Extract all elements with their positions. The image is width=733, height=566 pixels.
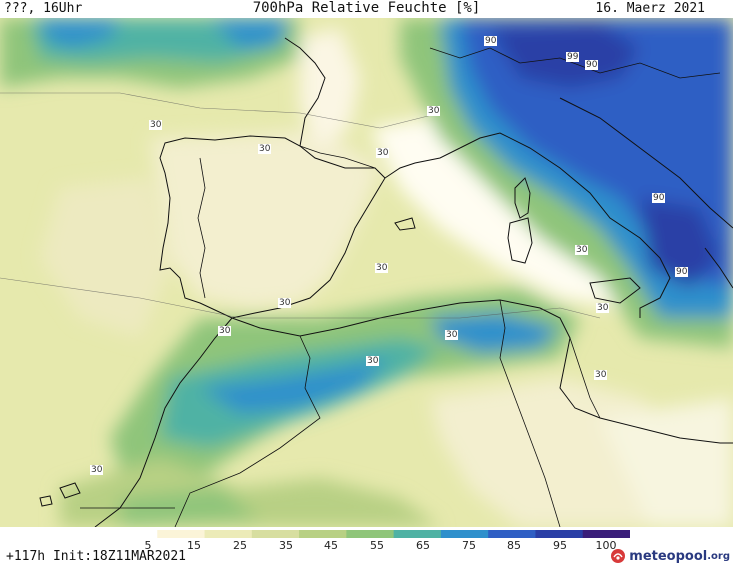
- colorbar-swatch: [299, 530, 347, 538]
- coastline-sicily: [589, 277, 641, 304]
- colorbar-swatch: [535, 530, 584, 538]
- coastline-morocco-atlantic: [94, 317, 233, 527]
- border-alps: [429, 47, 721, 79]
- colorbar-tick-label: 35: [279, 539, 293, 552]
- colorbar-swatch: [204, 530, 253, 538]
- coastline-greece: [704, 247, 733, 289]
- border-morocco-algeria: [174, 335, 321, 527]
- contour-value-label: 30: [575, 245, 589, 255]
- colorbar-tick-label: 25: [233, 539, 247, 552]
- contour-value-label: 30: [376, 148, 390, 158]
- contour-value-label: 30: [427, 106, 441, 116]
- moist-zone-atlas-south: [120, 488, 260, 527]
- very-wet-band-morocco: [200, 358, 390, 413]
- colorbar-swatch: [157, 530, 206, 538]
- coastline-adriatic: [559, 97, 733, 229]
- meteopool-logo: meteopool .org: [610, 546, 730, 566]
- coastline-canaries: [39, 482, 81, 507]
- dry-zone-iberia: [150, 128, 380, 308]
- contour-value-label: 99: [566, 52, 580, 62]
- coastline-sardinia: [507, 217, 533, 264]
- contour-lines: [0, 92, 601, 319]
- colorbar-tick-label: 15: [187, 539, 201, 552]
- coastline-north-africa: [231, 299, 733, 444]
- forecast-date: 16. Maerz 2021: [595, 1, 705, 16]
- humidity-fields: [0, 18, 733, 527]
- colorbar-swatch: [582, 530, 630, 538]
- dry-zone-france: [300, 28, 360, 148]
- coastline-italy: [459, 132, 671, 318]
- wet-band-tunisia: [430, 313, 560, 353]
- contour-value-label: 90: [652, 193, 666, 203]
- contour-value-label: 30: [366, 356, 380, 366]
- dry-zone-mediterranean: [370, 118, 640, 308]
- coastline-france-west: [284, 37, 326, 147]
- contour-value-label: 30: [375, 263, 389, 273]
- colorbar-tick-label: 65: [416, 539, 430, 552]
- colorbar-tick-label: 75: [462, 539, 476, 552]
- contour-30-mid: [0, 277, 601, 319]
- humidity-map: 90 99 90 30 30 30 30 30 30 30 90 90 30 30 30 30 30 30: [0, 18, 733, 527]
- border-spain-portugal: [197, 157, 206, 299]
- logo-wordmark: meteopool: [629, 548, 708, 564]
- colorbar-labels: 5 15 25 35 45 55 65 75 85 95 100: [0, 539, 733, 555]
- border-tunisia-libya: [569, 337, 601, 419]
- contour-value-label: 30: [596, 303, 610, 313]
- coastline-corsica: [514, 177, 531, 219]
- contour-value-label: 30: [278, 298, 292, 308]
- saturated-zone-south-italy: [640, 198, 720, 288]
- colorbar-tick-label: 55: [370, 539, 384, 552]
- dry-zone-libya: [600, 398, 733, 527]
- contour-value-label: 90: [675, 267, 689, 277]
- colorbar-swatch: [440, 530, 489, 538]
- contour-value-label: 30: [90, 465, 104, 475]
- colorbar-swatch: [488, 530, 536, 538]
- colorbar-swatch: [393, 530, 442, 538]
- colorbar-tick-label: 45: [324, 539, 338, 552]
- wet-zone-channel: [210, 18, 290, 48]
- contour-value-label: 90: [585, 60, 599, 70]
- border-spain-france: [299, 145, 376, 169]
- contour-value-label: 30: [149, 120, 163, 130]
- colorbar-swatch: [251, 530, 300, 538]
- dry-zone-west: [40, 178, 170, 338]
- contour-value-label: 90: [484, 36, 498, 46]
- coastline-balearics: [394, 217, 416, 231]
- humidity-map-canvas: [0, 18, 733, 527]
- colorbar-tick-label: 5: [144, 539, 152, 552]
- contour-30-north: [0, 92, 441, 129]
- model-run-info: +117h Init:18Z11MAR2021: [6, 549, 187, 564]
- coastline-france-south: [384, 147, 461, 179]
- contour-value-label: 30: [218, 326, 232, 336]
- contour-value-label: 30: [445, 330, 459, 340]
- very-wet-zone-atlantic: [40, 18, 120, 48]
- colorbar-tick-label: 95: [553, 539, 567, 552]
- colorbar-swatch: [110, 530, 158, 538]
- colorbar: [110, 530, 630, 538]
- contour-value-label: 30: [258, 144, 272, 154]
- valid-time-label: ???, 16Uhr: [4, 1, 83, 16]
- colorbar-tick-label: 100: [595, 539, 617, 552]
- header: ???, 16Uhr 700hPa Relative Feuchte [%] 1…: [0, 0, 733, 18]
- coastline-iberia: [159, 135, 386, 319]
- globe-icon: [611, 549, 626, 563]
- border-algeria-tunisia: [499, 299, 561, 527]
- country-borders: [80, 47, 721, 527]
- colorbar-swatch: [346, 530, 395, 538]
- coastlines: [39, 37, 733, 527]
- map-title: 700hPa Relative Feuchte [%]: [252, 0, 481, 16]
- logo-domain: .org: [707, 550, 730, 562]
- colorbar-tick-label: 85: [507, 539, 521, 552]
- saturated-zone-north-italy: [490, 23, 640, 88]
- contour-value-label: 30: [594, 370, 608, 380]
